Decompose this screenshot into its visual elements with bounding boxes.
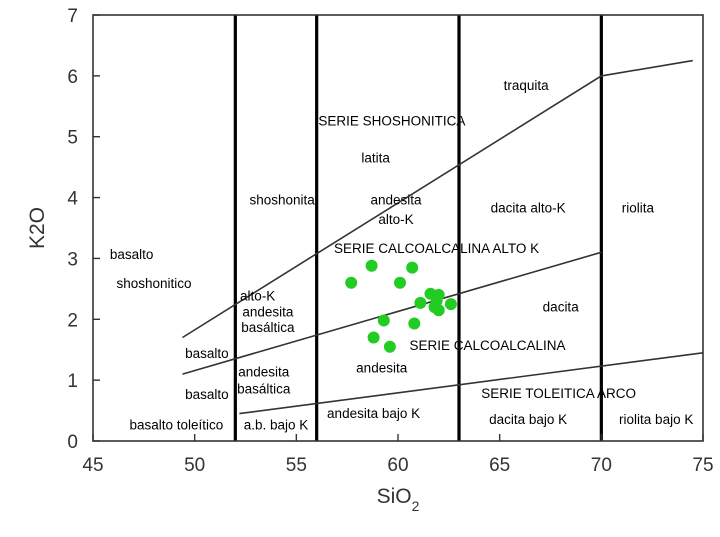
field-label: a.b. bajo K — [244, 418, 309, 433]
data-point — [377, 314, 390, 327]
field-label: basalto — [185, 387, 229, 402]
field-label: dacita bajo K — [489, 412, 567, 427]
y-tick-label: 2 — [67, 310, 78, 331]
y-tick-label: 3 — [67, 249, 78, 270]
y-tick-label: 0 — [67, 432, 78, 453]
series-boundary-line — [239, 352, 704, 415]
field-label: traquita — [504, 78, 550, 93]
x-axis-label: SiO2 — [377, 485, 420, 514]
field-labels: traquita SERIE SHOSHONITICA latita andesita… — [110, 78, 694, 433]
field-label: andesita — [242, 304, 294, 319]
x-tick-label: 50 — [184, 455, 205, 476]
y-axis-ticks: 0 1 2 3 4 5 6 7 — [67, 6, 100, 453]
field-label: riolita bajo K — [619, 412, 693, 427]
data-point — [394, 276, 406, 289]
data-point — [367, 331, 380, 344]
y-tick-label: 5 — [67, 128, 78, 149]
field-label: latita — [361, 150, 390, 165]
data-point — [365, 259, 378, 272]
field-label: dacita — [543, 300, 580, 315]
field-boundaries — [182, 15, 704, 441]
field-label: andesita bajo K — [327, 406, 420, 421]
field-label: shoshonita — [249, 192, 315, 207]
field-label: alto-K — [240, 289, 275, 304]
field-label: riolita — [622, 200, 655, 215]
field-label: SERIE SHOSHONITICA — [318, 113, 465, 128]
x-tick-label: 45 — [82, 455, 103, 476]
field-label: dacita alto-K — [491, 200, 566, 215]
y-axis-label: K2O — [26, 207, 49, 249]
field-label: basáltica — [241, 320, 295, 335]
field-label: andesita — [356, 360, 408, 375]
field-label: basalto toleítico — [129, 418, 223, 433]
field-label: alto-K — [378, 212, 413, 227]
field-label: SERIE TOLEITICA ARCO — [481, 386, 636, 401]
x-tick-label: 65 — [489, 455, 510, 476]
field-label: shoshonitico — [116, 276, 191, 291]
x-tick-label: 60 — [387, 455, 408, 476]
field-label: SERIE CALCOALCALINA — [409, 338, 565, 353]
data-point — [414, 296, 427, 309]
data-points — [345, 259, 457, 353]
y-tick-label: 1 — [67, 371, 78, 392]
x-axis-ticks: 45 50 55 60 65 70 75 — [82, 434, 714, 476]
x-tick-label: 55 — [286, 455, 307, 476]
field-label: basáltica — [237, 382, 291, 397]
data-point — [345, 276, 358, 289]
y-tick-label: 7 — [67, 6, 78, 27]
plot-frame — [92, 14, 704, 442]
field-label: andesita — [238, 365, 290, 380]
data-point — [444, 298, 457, 311]
field-label: basalto — [185, 346, 229, 361]
y-tick-label: 6 — [67, 67, 78, 88]
y-tick-label: 4 — [67, 189, 78, 210]
data-point — [406, 261, 419, 274]
field-label: SERIE CALCOALCALINA ALTO K — [334, 241, 539, 256]
field-label: andesita — [370, 192, 422, 207]
data-point — [432, 304, 445, 317]
series-boundary-line — [182, 59, 693, 339]
field-label: basalto — [110, 247, 154, 262]
series-boundary-line — [182, 251, 602, 375]
x-tick-label: 70 — [591, 455, 612, 476]
data-point — [383, 340, 396, 353]
x-tick-label: 75 — [692, 455, 713, 476]
data-point — [408, 317, 421, 330]
